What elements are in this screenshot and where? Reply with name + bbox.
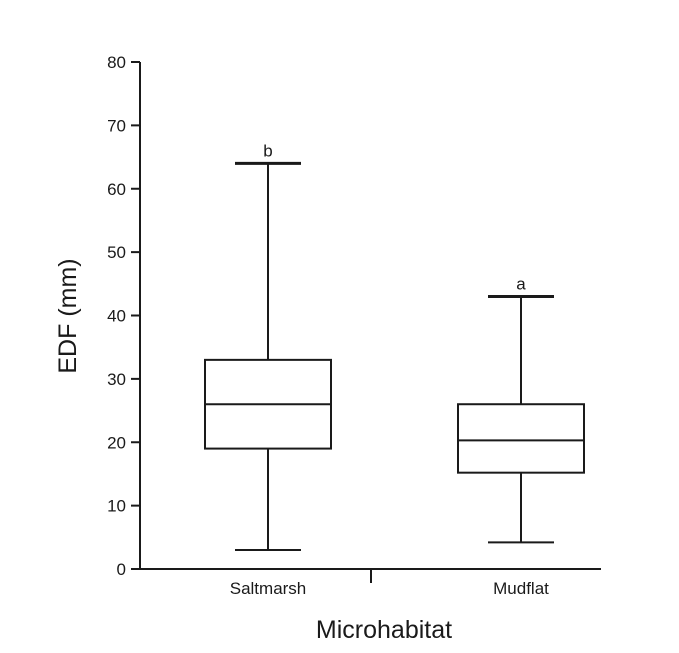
y-tick-label: 80 — [107, 53, 126, 72]
y-tick-label: 60 — [107, 180, 126, 199]
iqr-box — [457, 403, 585, 474]
significance-letter: a — [516, 274, 526, 293]
x-category-label: Mudflat — [493, 579, 549, 598]
axes — [139, 62, 601, 583]
y-tick-label: 70 — [107, 116, 126, 135]
y-tick-label: 40 — [107, 307, 126, 326]
y-tick-label: 30 — [107, 370, 126, 389]
x-category-label: Saltmarsh — [230, 579, 307, 598]
y-tick-label: 20 — [107, 433, 126, 452]
y-tick-label: 50 — [107, 243, 126, 262]
box-saltmarsh: b — [204, 141, 332, 551]
y-tick-label: 10 — [107, 497, 126, 516]
y-tick-label: 0 — [117, 560, 126, 579]
y-axis-title: EDF (mm) — [54, 258, 82, 373]
significance-letter: b — [263, 141, 272, 160]
x-axis-title: Microhabitat — [316, 616, 452, 644]
x-category-labels: Saltmarsh Mudflat — [230, 579, 549, 598]
boxes: ba — [204, 141, 585, 551]
y-axis-ticks: 0 10 20 30 40 50 60 70 80 — [107, 53, 140, 579]
box-mudflat: a — [457, 274, 585, 544]
